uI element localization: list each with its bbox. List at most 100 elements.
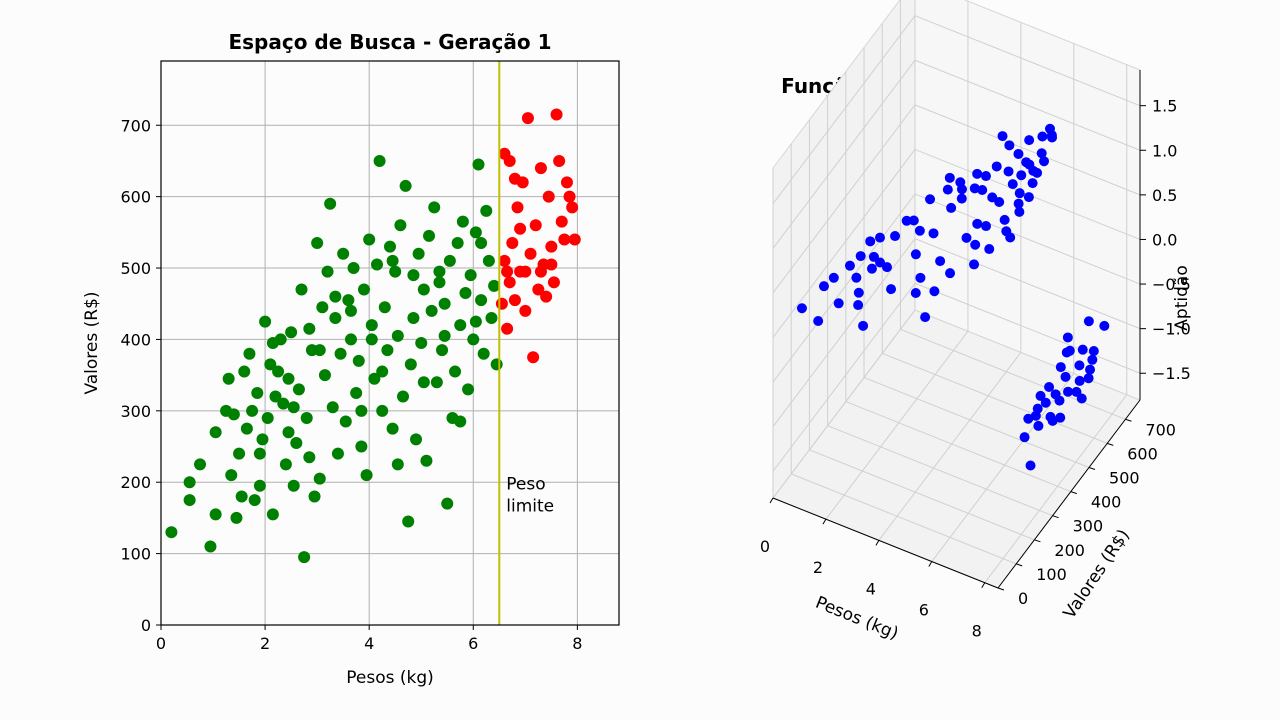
feasible-point — [295, 283, 308, 296]
feasible-point — [292, 383, 305, 396]
fitness-point-3d — [855, 251, 866, 262]
penalized-point-3d — [1085, 364, 1096, 375]
infeasible-point — [532, 283, 545, 296]
z-gridline-3d — [772, 15, 1141, 204]
fitness-point-3d — [1024, 135, 1035, 146]
fitness-point-3d — [865, 236, 876, 247]
y-tick-label-3d: 500 — [1109, 468, 1140, 487]
x-tick-label: 0 — [156, 634, 166, 653]
feasible-point — [368, 372, 381, 385]
y-tick-3d — [1125, 418, 1132, 422]
fitness-point-3d — [813, 316, 824, 327]
fitness-point-3d — [1007, 179, 1018, 190]
feasible-point — [355, 404, 368, 417]
feasible-point — [462, 383, 475, 396]
y-tick-3d — [1052, 515, 1059, 519]
y-tick-label: 300 — [120, 402, 151, 421]
feasible-point — [287, 401, 300, 414]
feasible-point — [352, 354, 365, 367]
penalized-point-3d — [1063, 386, 1074, 397]
penalized-point-3d — [1023, 413, 1034, 424]
feasible-point — [355, 440, 368, 453]
feasible-point — [443, 254, 456, 267]
penalized-point-3d — [1030, 410, 1041, 421]
z-tick-label-3d: −1.5 — [1152, 364, 1191, 383]
x-tick-label-3d: 0 — [760, 537, 770, 556]
fitness-point-3d — [991, 161, 1002, 172]
penalized-point-3d — [1035, 390, 1046, 401]
feasible-point — [469, 315, 482, 328]
plot-frame — [160, 60, 620, 626]
fitness-point-3d — [858, 320, 869, 331]
y-tick-label: 200 — [120, 473, 151, 492]
search-space-scatter-plot: Espaço de Busca - Geração 1 Pesos (kg) V… — [82, 30, 620, 688]
z-gridline-3d — [772, 282, 1141, 472]
z-tick-label-3d: −1.0 — [1152, 320, 1191, 339]
3d-data-points — [796, 123, 1110, 471]
feasible-point — [316, 301, 329, 314]
infeasible-point — [527, 351, 540, 364]
infeasible-point — [534, 265, 547, 278]
y-gridline-3d — [845, 71, 1072, 493]
fitness-point-3d — [997, 131, 1008, 142]
feasible-point — [308, 490, 321, 503]
x-tick-label: 4 — [364, 634, 374, 653]
y-tick-3d — [1016, 563, 1023, 567]
feasible-point — [303, 451, 316, 464]
infeasible-point — [501, 322, 514, 335]
feasible-point — [339, 415, 352, 428]
penalized-point-3d — [1025, 460, 1036, 471]
feasible-point — [209, 508, 222, 521]
x-gridline-3d — [825, 1, 969, 520]
feasible-point — [344, 304, 357, 317]
axis-ticks: 0 2 4 6 8 0 100 200 300 400 500 600 700 — [120, 116, 582, 653]
feasible-point — [469, 226, 482, 239]
feasible-point — [402, 515, 415, 528]
fitness-point-3d — [984, 244, 995, 255]
x-tick-label-3d: 8 — [972, 622, 982, 641]
data-points — [165, 108, 581, 564]
fitness-point-3d — [886, 284, 897, 295]
penalized-point-3d — [1060, 371, 1071, 382]
feasible-point — [410, 433, 423, 446]
feasible-point — [238, 365, 251, 378]
y-tick-3d — [1088, 467, 1096, 470]
penalized-point-3d — [1087, 354, 1098, 365]
penalized-point-3d — [1033, 420, 1044, 431]
fitness-point-3d — [1039, 156, 1050, 167]
feasible-point — [298, 551, 311, 564]
feasible-point — [337, 247, 350, 260]
fitness-point-3d — [1001, 226, 1012, 237]
feasible-point — [360, 469, 373, 482]
z-tick-label-3d: 0.5 — [1152, 186, 1177, 205]
feasible-point — [194, 458, 207, 471]
penalized-point-3d — [1083, 316, 1094, 327]
infeasible-point — [545, 240, 558, 253]
objective-function-3d-plot: Função Objetivo - Geração 1 024680100200… — [760, 0, 1192, 644]
fitness-point-3d — [828, 272, 839, 283]
feasible-point — [357, 283, 370, 296]
feasible-point — [350, 386, 363, 399]
x-tick-3d — [769, 497, 774, 504]
feasible-point — [381, 344, 394, 357]
feasible-point — [386, 254, 399, 267]
feasible-point — [256, 433, 269, 446]
fitness-point-3d — [981, 221, 992, 232]
infeasible-point — [560, 176, 573, 189]
fitness-point-3d — [796, 303, 807, 314]
z-tick-label-3d: −0.5 — [1152, 275, 1191, 294]
penalized-point-3d — [1044, 382, 1055, 393]
z-tick-label-3d: 1.5 — [1152, 97, 1177, 116]
feasible-point — [404, 358, 417, 371]
infeasible-point — [542, 190, 555, 203]
fitness-point-3d — [1044, 123, 1055, 134]
fitness-point-3d — [1013, 148, 1024, 159]
x-axis-label-3d: Pesos (kg) — [813, 593, 902, 644]
fitness-point-3d — [972, 218, 983, 229]
feasible-point — [433, 265, 446, 278]
y-tick-label: 400 — [120, 330, 151, 349]
feasible-point — [324, 197, 337, 210]
fitness-point-3d — [945, 268, 956, 279]
limit-line-label: Peso limite — [506, 474, 554, 516]
